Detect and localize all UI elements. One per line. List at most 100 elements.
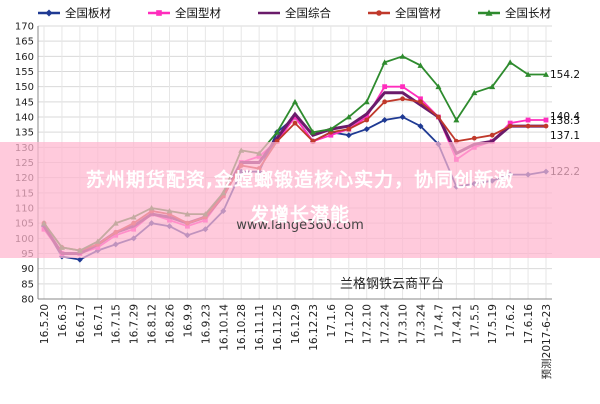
data-point — [274, 129, 281, 135]
x-tick-label: 16.7.1 — [93, 304, 105, 337]
end-value-label: 154.2 — [550, 69, 580, 81]
x-tick-label: 16.5.20 — [39, 304, 51, 344]
x-tick-label: 16.8.12 — [147, 304, 159, 344]
data-point — [417, 62, 424, 68]
x-tick-label: 16.11.25 — [272, 304, 284, 351]
y-tick-label: 150 — [15, 82, 34, 93]
data-point — [400, 96, 405, 102]
x-tick-label: 17.6.16 — [523, 304, 535, 344]
x-tick-label: 16.12.23 — [308, 304, 320, 351]
x-tick-label: 17.6.2 — [505, 304, 517, 337]
data-point — [346, 126, 352, 132]
data-point — [364, 114, 370, 120]
data-point — [327, 126, 334, 132]
data-point — [399, 53, 406, 59]
data-point — [543, 71, 549, 77]
legend-label: 全国综合 — [285, 6, 331, 20]
x-tick-label: 16.10.14 — [218, 304, 230, 351]
y-tick-label: 80 — [21, 295, 34, 306]
data-point — [292, 120, 298, 126]
x-tick-label: 16.6.3 — [57, 304, 69, 337]
data-point — [76, 256, 83, 263]
legend-label: 全国型材 — [175, 6, 221, 20]
data-point — [507, 59, 514, 65]
data-point — [418, 99, 423, 105]
data-point — [382, 99, 388, 105]
watermark-site: www.lange360.com — [236, 218, 364, 233]
data-point — [507, 120, 513, 126]
data-point — [485, 9, 493, 16]
legend-item: 全国长材 — [478, 6, 551, 20]
x-tick-label: 16.12.9 — [290, 304, 302, 344]
x-tick-label: 16.9.23 — [200, 304, 212, 344]
x-tick-label: 17.2.24 — [380, 304, 392, 344]
end-value-label: 137.1 — [550, 130, 580, 142]
x-tick-label: 17.3.10 — [398, 304, 410, 344]
watermark-band — [0, 142, 600, 258]
data-point — [543, 123, 549, 129]
data-point — [471, 89, 478, 96]
y-tick-label: 145 — [15, 97, 34, 108]
x-tick-label: 16.8.26 — [165, 304, 177, 344]
data-point — [328, 132, 334, 138]
x-tick-label: 16.9.9 — [182, 304, 194, 337]
y-tick-label: 165 — [15, 37, 34, 48]
data-point — [292, 114, 298, 120]
y-tick-label: 85 — [21, 279, 34, 290]
end-value-label: 138.3 — [550, 115, 580, 127]
y-tick-label: 160 — [15, 52, 34, 63]
data-point — [363, 98, 370, 105]
legend: 全国板材 全国型材 全国综合 全国管材 全国长材 — [38, 6, 551, 20]
data-point — [417, 123, 424, 130]
data-point — [381, 59, 388, 65]
data-point — [453, 117, 460, 123]
data-point — [400, 84, 405, 90]
x-tick-label: 17.4.21 — [451, 304, 463, 344]
legend-item: 全国综合 — [258, 6, 331, 20]
legend-item: 全国板材 — [38, 6, 111, 20]
legend-label: 全国管材 — [395, 6, 441, 20]
data-point — [382, 84, 388, 90]
legend-item: 全国管材 — [368, 6, 441, 20]
watermark-line-1: 苏州期货配资,金螳螂锻造核心实力，协同创新激 — [85, 169, 515, 191]
data-point — [345, 132, 352, 139]
data-point — [292, 98, 298, 105]
data-point — [363, 126, 370, 133]
data-point — [364, 117, 370, 123]
legend-label: 全国长材 — [505, 6, 551, 20]
data-point — [525, 117, 531, 123]
watermark-overlay: www.lange360.com 兰格钢铁云商平台 — [0, 142, 600, 292]
data-point — [45, 9, 53, 17]
data-point — [399, 114, 406, 120]
y-tick-label: 140 — [15, 113, 34, 124]
watermark-platform: 兰格钢铁云商平台 — [340, 276, 444, 292]
data-point — [381, 117, 388, 124]
data-point — [436, 114, 441, 120]
data-point — [543, 117, 549, 123]
data-point — [345, 114, 352, 120]
x-tick-label: 17.5.5 — [469, 304, 481, 337]
data-point — [507, 123, 513, 129]
x-tick-label: 17.1.20 — [344, 304, 356, 344]
data-point — [418, 96, 423, 102]
data-point — [525, 71, 532, 77]
data-point — [489, 132, 495, 138]
x-tick-label: 17.3.24 — [416, 304, 428, 344]
x-tick-label: 16.7.15 — [111, 304, 123, 344]
legend-label: 全国板材 — [65, 6, 111, 20]
x-tick-label: 17.4.7 — [433, 304, 445, 337]
data-point — [435, 83, 442, 90]
x-tick-label: 16.10.28 — [236, 304, 248, 351]
data-point — [471, 135, 477, 141]
y-tick-label: 170 — [15, 22, 34, 33]
legend-item: 全国型材 — [148, 6, 221, 20]
data-point — [525, 123, 531, 129]
y-tick-label: 90 — [21, 264, 34, 275]
data-point — [156, 10, 162, 16]
end-value-label: 140.4 — [550, 111, 580, 123]
data-point — [489, 83, 496, 90]
x-tick-label: 16.6.17 — [75, 304, 87, 344]
x-tick-label: 16.7.29 — [129, 304, 141, 344]
